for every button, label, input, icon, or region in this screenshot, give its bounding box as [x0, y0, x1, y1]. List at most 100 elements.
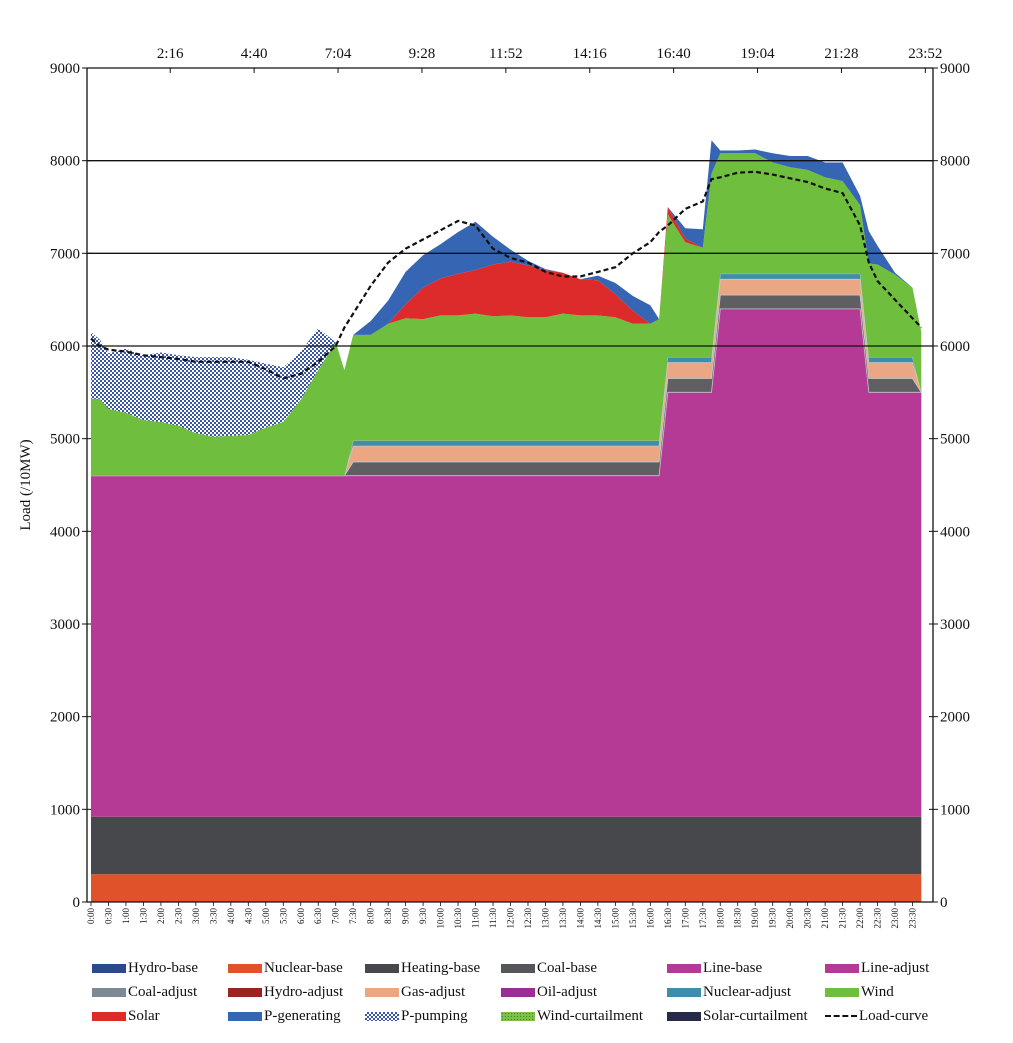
y-tick-label-left: 4000: [50, 524, 80, 540]
legend-swatch: [667, 987, 701, 997]
y-tick-label-right: 8000: [940, 154, 970, 170]
legend-item: Nuclear-base: [228, 960, 365, 977]
legend-item: Load-curve: [825, 1008, 972, 1025]
bottom-x-tick-label: 14:30: [593, 908, 603, 929]
legend-item: Heating-base: [365, 960, 501, 977]
bottom-x-tick-label: 2:00: [156, 908, 166, 925]
legend-item: Solar: [92, 1008, 228, 1025]
bottom-x-tick-label: 19:30: [768, 908, 778, 929]
legend-label: Oil-adjust: [537, 983, 597, 1000]
bottom-x-tick-label: 12:00: [506, 908, 516, 929]
area-line-base: [91, 308, 922, 817]
bottom-x-tick-label: 23:00: [890, 908, 900, 929]
area-p-generating: [91, 140, 922, 437]
bottom-x-tick-label: 16:30: [663, 908, 673, 929]
y-axis-label: Load (/10MW): [18, 439, 34, 530]
y-tick-label-right: 0: [940, 895, 948, 911]
legend-swatch: [228, 987, 262, 997]
y-tick-label-right: 6000: [940, 339, 970, 355]
y-tick-label-right: 9000: [940, 61, 970, 77]
bottom-x-tick-label: 19:00: [750, 908, 760, 929]
bottom-x-tick-label: 7:30: [348, 908, 358, 925]
legend-swatch: [92, 963, 126, 973]
bottom-x-tick-label: 1:00: [121, 908, 131, 925]
legend-item: Solar-curtailment: [667, 1008, 825, 1025]
bottom-x-tick-label: 12:30: [523, 908, 533, 929]
legend-swatch: [825, 963, 859, 973]
legend-item: Coal-adjust: [92, 984, 228, 1001]
top-x-tick-label: 19:04: [740, 46, 775, 62]
bottom-x-tick-label: 5:00: [261, 908, 271, 925]
legend-swatch: [228, 963, 262, 973]
legend-label: Hydro-adjust: [264, 983, 344, 1000]
legend-item: Hydro-adjust: [228, 984, 365, 1001]
legend-swatch: [667, 1011, 701, 1021]
bottom-x-tick-label: 9:30: [418, 908, 428, 925]
legend-label: P-pumping: [401, 1007, 468, 1024]
bottom-x-tick-label: 10:00: [436, 908, 446, 929]
bottom-x-tick-label: 20:00: [785, 908, 795, 929]
bottom-x-tick-label: 0:00: [86, 908, 96, 925]
axes: [82, 67, 938, 906]
legend-label: Line-adjust: [861, 959, 930, 976]
bottom-x-tick-label: 4:30: [243, 908, 253, 925]
y-tick-label-right: 7000: [940, 246, 970, 262]
bottom-x-tick-label: 18:30: [733, 908, 743, 929]
stacked-area-chart: 0 0 1000 1000 2000 2000 3000 3000 4000 4000 5000 50…: [18, 46, 970, 929]
bottom-x-tick-label: 20:30: [803, 908, 813, 929]
bottom-x-tick-label: 17:30: [698, 908, 708, 929]
legend-swatch: [825, 987, 859, 997]
legend-item: Oil-adjust: [501, 984, 667, 1001]
tick-labels: 0 0 1000 1000 2000 2000 3000 3000 4000 4000 5000 50…: [50, 46, 970, 929]
bottom-x-tick-label: 3:30: [208, 908, 218, 925]
legend-label: Wind: [861, 983, 894, 1000]
legend-swatch: [92, 987, 126, 997]
chart-legend: Hydro-base Nuclear-base Heating-base Coal-b…: [92, 956, 972, 1028]
legend-label: Coal-base: [537, 959, 597, 976]
legend-label: Solar: [128, 1007, 160, 1024]
bottom-x-tick-label: 2:30: [173, 908, 183, 925]
bottom-x-tick-label: 15:00: [610, 908, 620, 929]
legend-item: Gas-adjust: [365, 984, 501, 1001]
y-tick-label-left: 1000: [50, 802, 80, 818]
top-x-tick-label: 2:16: [157, 46, 184, 62]
area-series: [90, 140, 923, 902]
legend-item: Wind: [825, 984, 972, 1001]
legend-row: Hydro-base Nuclear-base Heating-base Coal-b…: [92, 956, 972, 980]
top-x-tick-label: 14:16: [573, 46, 608, 62]
area-solar: [91, 153, 922, 437]
bottom-x-tick-label: 8:00: [366, 908, 376, 925]
top-x-tick-label: 11:52: [489, 46, 523, 62]
bottom-x-tick-label: 5:30: [278, 908, 288, 925]
bottom-x-tick-label: 17:00: [680, 908, 690, 929]
bottom-x-tick-label: 7:00: [331, 908, 341, 925]
legend-label: Heating-base: [401, 959, 481, 976]
y-tick-label-left: 0: [73, 895, 81, 911]
bottom-x-tick-label: 13:00: [540, 908, 550, 929]
legend-swatch: [365, 963, 399, 973]
y-tick-label-right: 5000: [940, 432, 970, 448]
area-heating-base: [91, 816, 922, 875]
legend-label: Solar-curtailment: [703, 1007, 808, 1024]
legend-item: Line-base: [667, 960, 825, 977]
bottom-x-tick-label: 23:30: [908, 908, 918, 929]
bottom-x-tick-label: 16:00: [645, 908, 655, 929]
bottom-x-tick-label: 9:00: [401, 908, 411, 925]
bottom-x-tick-label: 1:30: [138, 908, 148, 925]
bottom-x-tick-label: 22:00: [855, 908, 865, 929]
top-x-tick-label: 23:52: [908, 46, 942, 62]
bottom-x-tick-label: 4:00: [226, 908, 236, 925]
legend-row: Coal-adjust Hydro-adjust Gas-adjust Oil-adj…: [92, 980, 972, 1004]
bottom-x-tick-label: 3:00: [191, 908, 201, 925]
legend-label: Nuclear-base: [264, 959, 343, 976]
y-tick-label-right: 2000: [940, 710, 970, 726]
bottom-x-tick-label: 18:00: [715, 908, 725, 929]
bottom-x-tick-label: 21:00: [820, 908, 830, 929]
y-tick-label-right: 3000: [940, 617, 970, 633]
bottom-x-tick-label: 14:00: [575, 908, 585, 929]
y-tick-label-left: 2000: [50, 710, 80, 726]
legend-swatch: [825, 1015, 857, 1017]
y-tick-label-right: 4000: [940, 524, 970, 540]
bottom-x-tick-label: 6:30: [313, 908, 323, 925]
bottom-x-tick-label: 8:30: [383, 908, 393, 925]
